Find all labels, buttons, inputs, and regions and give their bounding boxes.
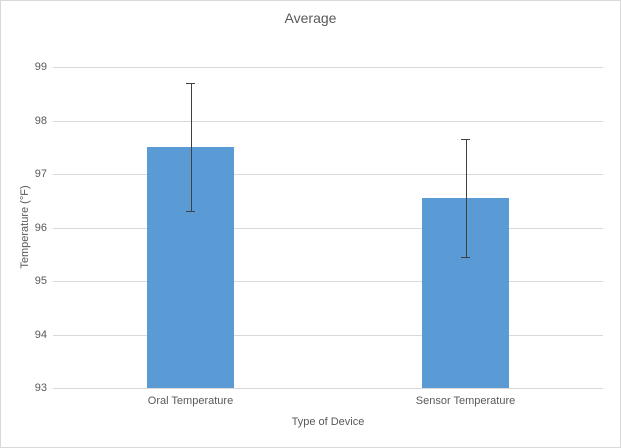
chart-title: Average — [284, 10, 337, 26]
y-tick-label: 93 — [34, 382, 47, 394]
gridline-y-99 — [53, 67, 603, 68]
y-tick-label: 97 — [34, 168, 47, 180]
y-tick-label: 99 — [34, 61, 47, 73]
error-bar-cap-bottom — [461, 257, 470, 258]
gridline-y-93 — [53, 388, 603, 389]
x-category-label: Sensor Temperature — [415, 395, 516, 407]
gridline-y-95 — [53, 281, 603, 282]
error-bar-line — [191, 83, 192, 211]
gridline-y-96 — [53, 228, 603, 229]
bar-oral-temperature — [147, 147, 234, 388]
gridline-y-98 — [53, 121, 603, 122]
y-tick-label: 98 — [34, 115, 47, 127]
error-bar-line — [466, 139, 467, 257]
y-tick-label: 95 — [34, 275, 47, 287]
gridline-y-97 — [53, 174, 603, 175]
y-tick-label: 96 — [34, 222, 47, 234]
bar-sensor-temperature — [422, 198, 509, 388]
error-bar-cap-top — [461, 139, 470, 140]
y-tick-label: 94 — [34, 329, 47, 341]
error-bar-cap-bottom — [186, 211, 195, 212]
x-axis-title: Type of Device — [291, 416, 365, 428]
x-category-label: Oral Temperature — [147, 395, 234, 407]
gridline-y-94 — [53, 335, 603, 336]
error-bar-cap-top — [186, 83, 195, 84]
y-axis-title: Temperature (°F) — [19, 185, 31, 269]
